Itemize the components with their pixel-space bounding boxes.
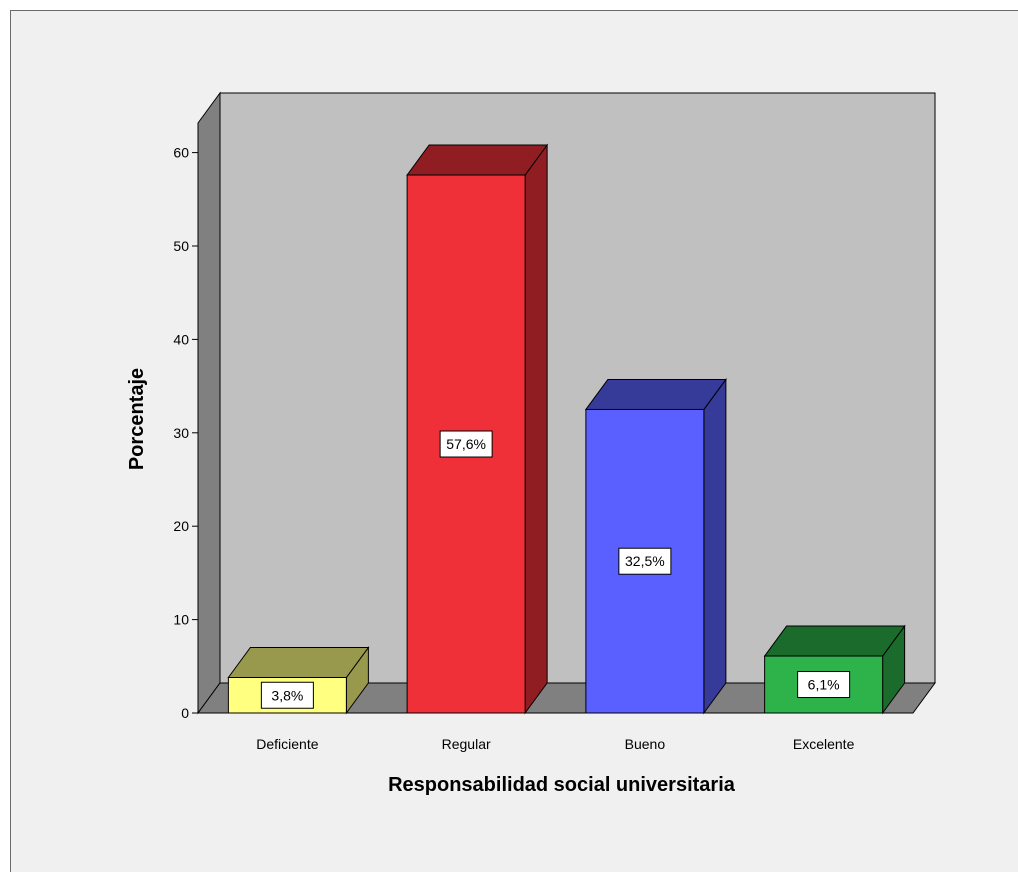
bar-excelente: 6,1% xyxy=(763,624,906,715)
x-category-label: Bueno xyxy=(625,736,666,752)
chart-frame: 0 10 20 30 40 50 60 3,8% 57,6% 32,5% 6,1% Deficie… xyxy=(10,10,1018,872)
y-tick-label: 0 xyxy=(181,705,189,721)
chart-walls xyxy=(197,91,936,715)
bar-top xyxy=(406,144,549,176)
x-axis-categories: Deficiente Regular Bueno Excelente xyxy=(256,736,854,752)
data-label-box xyxy=(439,430,493,458)
y-tick-label: 30 xyxy=(173,425,189,441)
x-category-label: Excelente xyxy=(793,736,855,752)
data-label: 32,5% xyxy=(625,553,665,569)
data-label-box xyxy=(618,547,672,575)
y-tick-label: 50 xyxy=(173,238,189,254)
bar-chart: 0 10 20 30 40 50 60 3,8% 57,6% 32,5% 6,1% Deficie… xyxy=(126,91,936,796)
bar-top xyxy=(763,625,906,657)
bar-top xyxy=(227,647,370,679)
x-category-label: Regular xyxy=(442,736,491,752)
data-label-box xyxy=(260,681,314,709)
bar-side xyxy=(703,377,727,715)
y-tick-label: 10 xyxy=(173,612,189,628)
y-axis-title: Porcentaje xyxy=(126,368,148,470)
data-label-box xyxy=(797,671,851,699)
y-tick-label: 60 xyxy=(173,145,189,161)
bar-deficiente: 3,8% xyxy=(227,645,370,715)
data-label: 57,6% xyxy=(446,436,486,452)
bar-top xyxy=(584,378,727,410)
side-wall xyxy=(197,91,221,715)
y-axis: 0 10 20 30 40 50 60 xyxy=(173,123,199,721)
bar-bueno: 32,5% xyxy=(584,377,727,715)
back-wall xyxy=(219,92,936,684)
x-category-label: Deficiente xyxy=(256,736,318,752)
x-axis-title: Responsabilidad social universitaria xyxy=(388,774,736,796)
y-tick-label: 20 xyxy=(173,518,189,534)
bar-side xyxy=(524,143,548,715)
bars: 3,8% 57,6% 32,5% 6,1% xyxy=(227,143,906,715)
bar-regular: 57,6% xyxy=(406,143,549,715)
y-tick-label: 40 xyxy=(173,331,189,347)
data-label: 3,8% xyxy=(271,687,303,703)
data-label: 6,1% xyxy=(808,677,840,693)
